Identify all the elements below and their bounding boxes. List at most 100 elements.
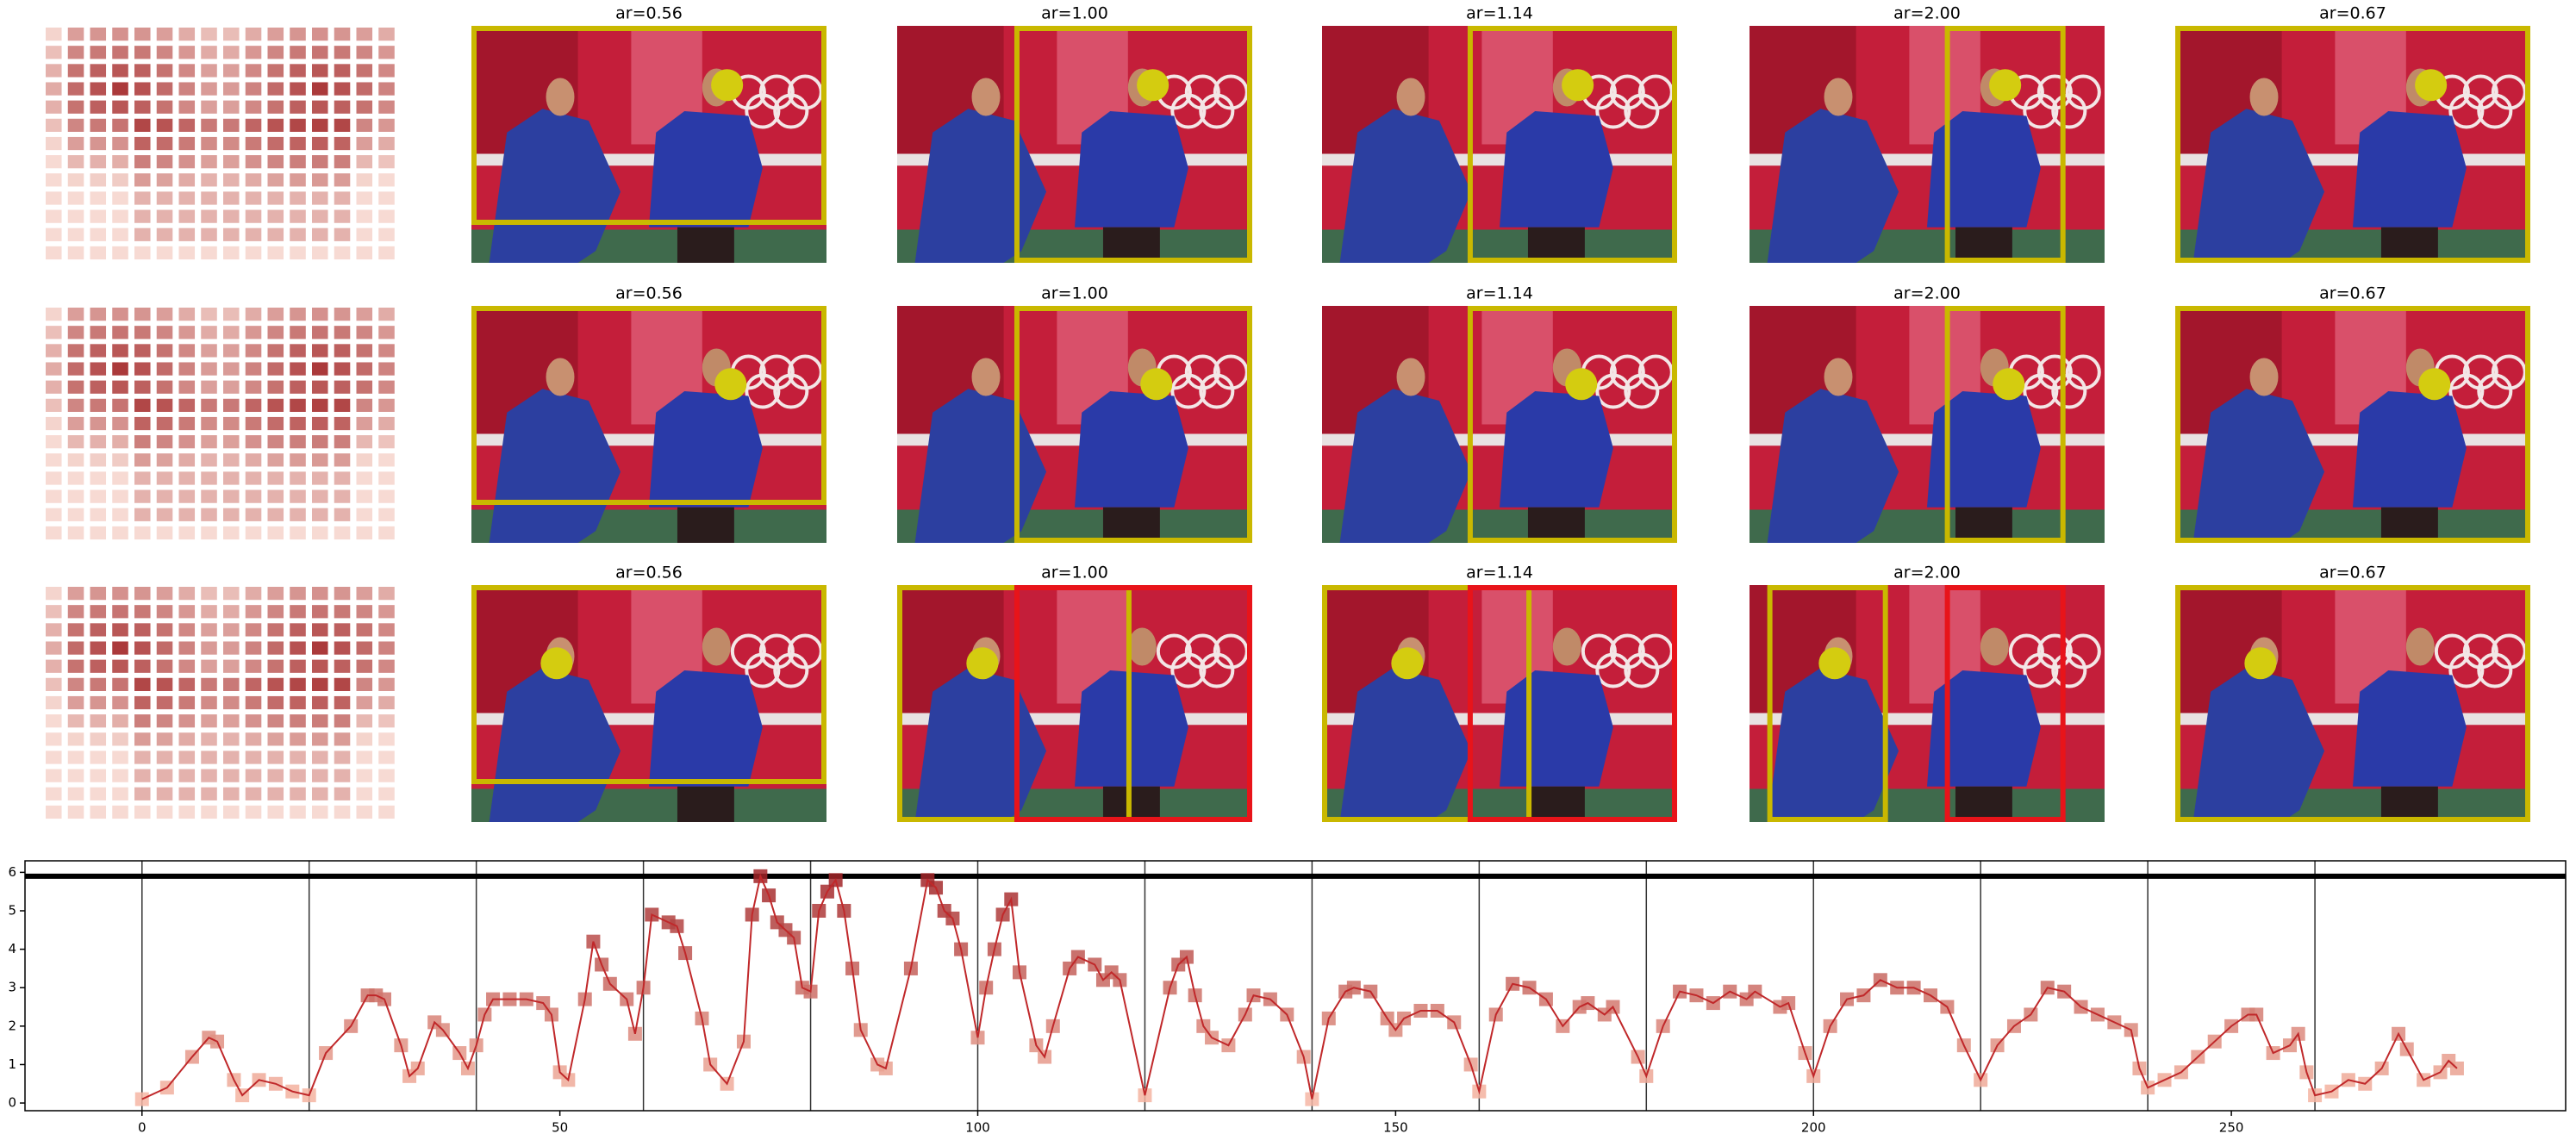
- player: [1927, 670, 2041, 787]
- heatmap-cell: [112, 695, 128, 710]
- target-dot: [711, 69, 744, 102]
- heatmap-cell: [312, 191, 328, 205]
- heatmap-cell: [245, 769, 262, 782]
- crop-box: [1322, 585, 1532, 822]
- heatmap-cell: [378, 326, 395, 340]
- heatmap-cell: [67, 46, 84, 59]
- heatmap-cell: [178, 326, 196, 340]
- heatmap-cell: [356, 526, 373, 540]
- heatmap-cell: [67, 308, 84, 321]
- heatmap-cell: [134, 453, 151, 467]
- heatmap-cell: [312, 28, 328, 41]
- heatmap-cell: [46, 605, 62, 619]
- y-tick-label: 3: [8, 980, 16, 995]
- heatmap-cell: [356, 732, 373, 746]
- heatmap-cell: [90, 471, 107, 485]
- heatmap-cell: [178, 526, 196, 540]
- heatmap-cell: [178, 751, 196, 764]
- photo-panel: ar=2.00: [1750, 4, 2105, 263]
- heatmap-cell: [156, 453, 173, 467]
- heatmap-cell: [356, 118, 373, 132]
- target-dot: [1989, 69, 2022, 102]
- target-dot: [1818, 647, 1851, 680]
- heatmap-cell: [290, 508, 306, 521]
- heatmap-cell: [334, 677, 351, 691]
- heatmap-cell: [46, 246, 62, 260]
- heatmap-cell: [46, 416, 62, 431]
- heatmap-cell: [290, 471, 306, 485]
- heatmap-cell: [90, 100, 107, 114]
- heatmap-cell: [134, 398, 151, 412]
- heatmap-cell: [223, 191, 240, 205]
- heatmap-cell: [201, 46, 217, 59]
- heatmap-cell: [156, 28, 173, 41]
- heatmap-cell: [178, 677, 196, 691]
- heatmap-cell: [223, 787, 240, 800]
- heatmap-cell: [156, 416, 173, 431]
- heatmap-cell: [112, 677, 128, 691]
- heatmap-cell: [46, 136, 62, 151]
- heatmap-cell: [46, 526, 62, 540]
- heatmap-cell: [356, 82, 373, 96]
- heatmap-cell: [178, 28, 196, 41]
- heatmap-cell: [67, 677, 84, 691]
- heatmap-cell: [46, 787, 62, 800]
- heatmap-cell: [46, 46, 62, 59]
- heatmap-cell: [223, 28, 240, 41]
- heatmap-cell: [378, 435, 395, 449]
- heatmap-cell: [245, 587, 262, 601]
- heatmap-cell: [156, 209, 173, 223]
- heatmap-cell: [67, 695, 84, 710]
- crop-box: [2175, 26, 2530, 263]
- crop-box: [471, 26, 826, 225]
- heatmap-cell: [156, 677, 173, 691]
- heatmap-cell: [46, 82, 62, 96]
- player: [1767, 389, 1899, 543]
- heatmap-cell: [334, 209, 351, 223]
- heatmap-cell: [67, 100, 84, 114]
- heatmap-cell: [334, 805, 351, 819]
- heatmap-cell: [290, 695, 306, 710]
- heatmap-cell: [67, 136, 84, 151]
- heatmap-cell: [290, 209, 306, 223]
- heatmap-cell: [67, 489, 84, 503]
- heatmap-cell: [178, 641, 196, 655]
- target-dot: [1391, 647, 1424, 680]
- heatmap-cell: [178, 453, 196, 467]
- heatmap-cell: [112, 471, 128, 485]
- chart: 0 1 2 3 4 5 6 0 50 100 150 200 250: [8, 860, 2567, 1136]
- heatmap-cell: [223, 751, 240, 764]
- heatmap-cell: [245, 732, 262, 746]
- heatmap-cell: [223, 100, 240, 114]
- heatmap-cell: [46, 100, 62, 114]
- heatmap-cell: [90, 344, 107, 358]
- heatmap-cell: [223, 677, 240, 691]
- panel-title: ar=1.00: [1041, 4, 1108, 23]
- heatmap-cell: [67, 751, 84, 764]
- panel-title: ar=2.00: [1893, 4, 1961, 23]
- heatmap-cell: [156, 659, 173, 673]
- heatmap-cell: [201, 398, 217, 412]
- heatmap-cell: [178, 787, 196, 800]
- photo-panel: ar=0.67: [2175, 4, 2530, 263]
- heatmap-cell: [201, 677, 217, 691]
- heatmap-cell: [223, 173, 240, 187]
- heatmap-cell: [223, 118, 240, 132]
- heatmap-cell: [312, 471, 328, 485]
- heatmap-cell: [245, 344, 262, 358]
- heatmap-cell: [312, 155, 328, 169]
- heatmap-cell: [312, 489, 328, 503]
- heatmap-cell: [290, 100, 306, 114]
- photo-panel: ar=0.67: [2175, 284, 2530, 543]
- heatmap-cell: [201, 805, 217, 819]
- heatmap-cell: [267, 623, 284, 637]
- player: [2353, 111, 2467, 227]
- heatmap-cell: [312, 227, 328, 241]
- panel-title: ar=1.14: [1466, 564, 1533, 582]
- heatmap-cell: [156, 695, 173, 710]
- heatmap-cell: [312, 246, 328, 260]
- heatmap-cell: [356, 136, 373, 151]
- photo-panel: ar=1.14: [1322, 4, 1678, 263]
- heatmap-cell: [223, 659, 240, 673]
- heatmap-cell: [223, 732, 240, 746]
